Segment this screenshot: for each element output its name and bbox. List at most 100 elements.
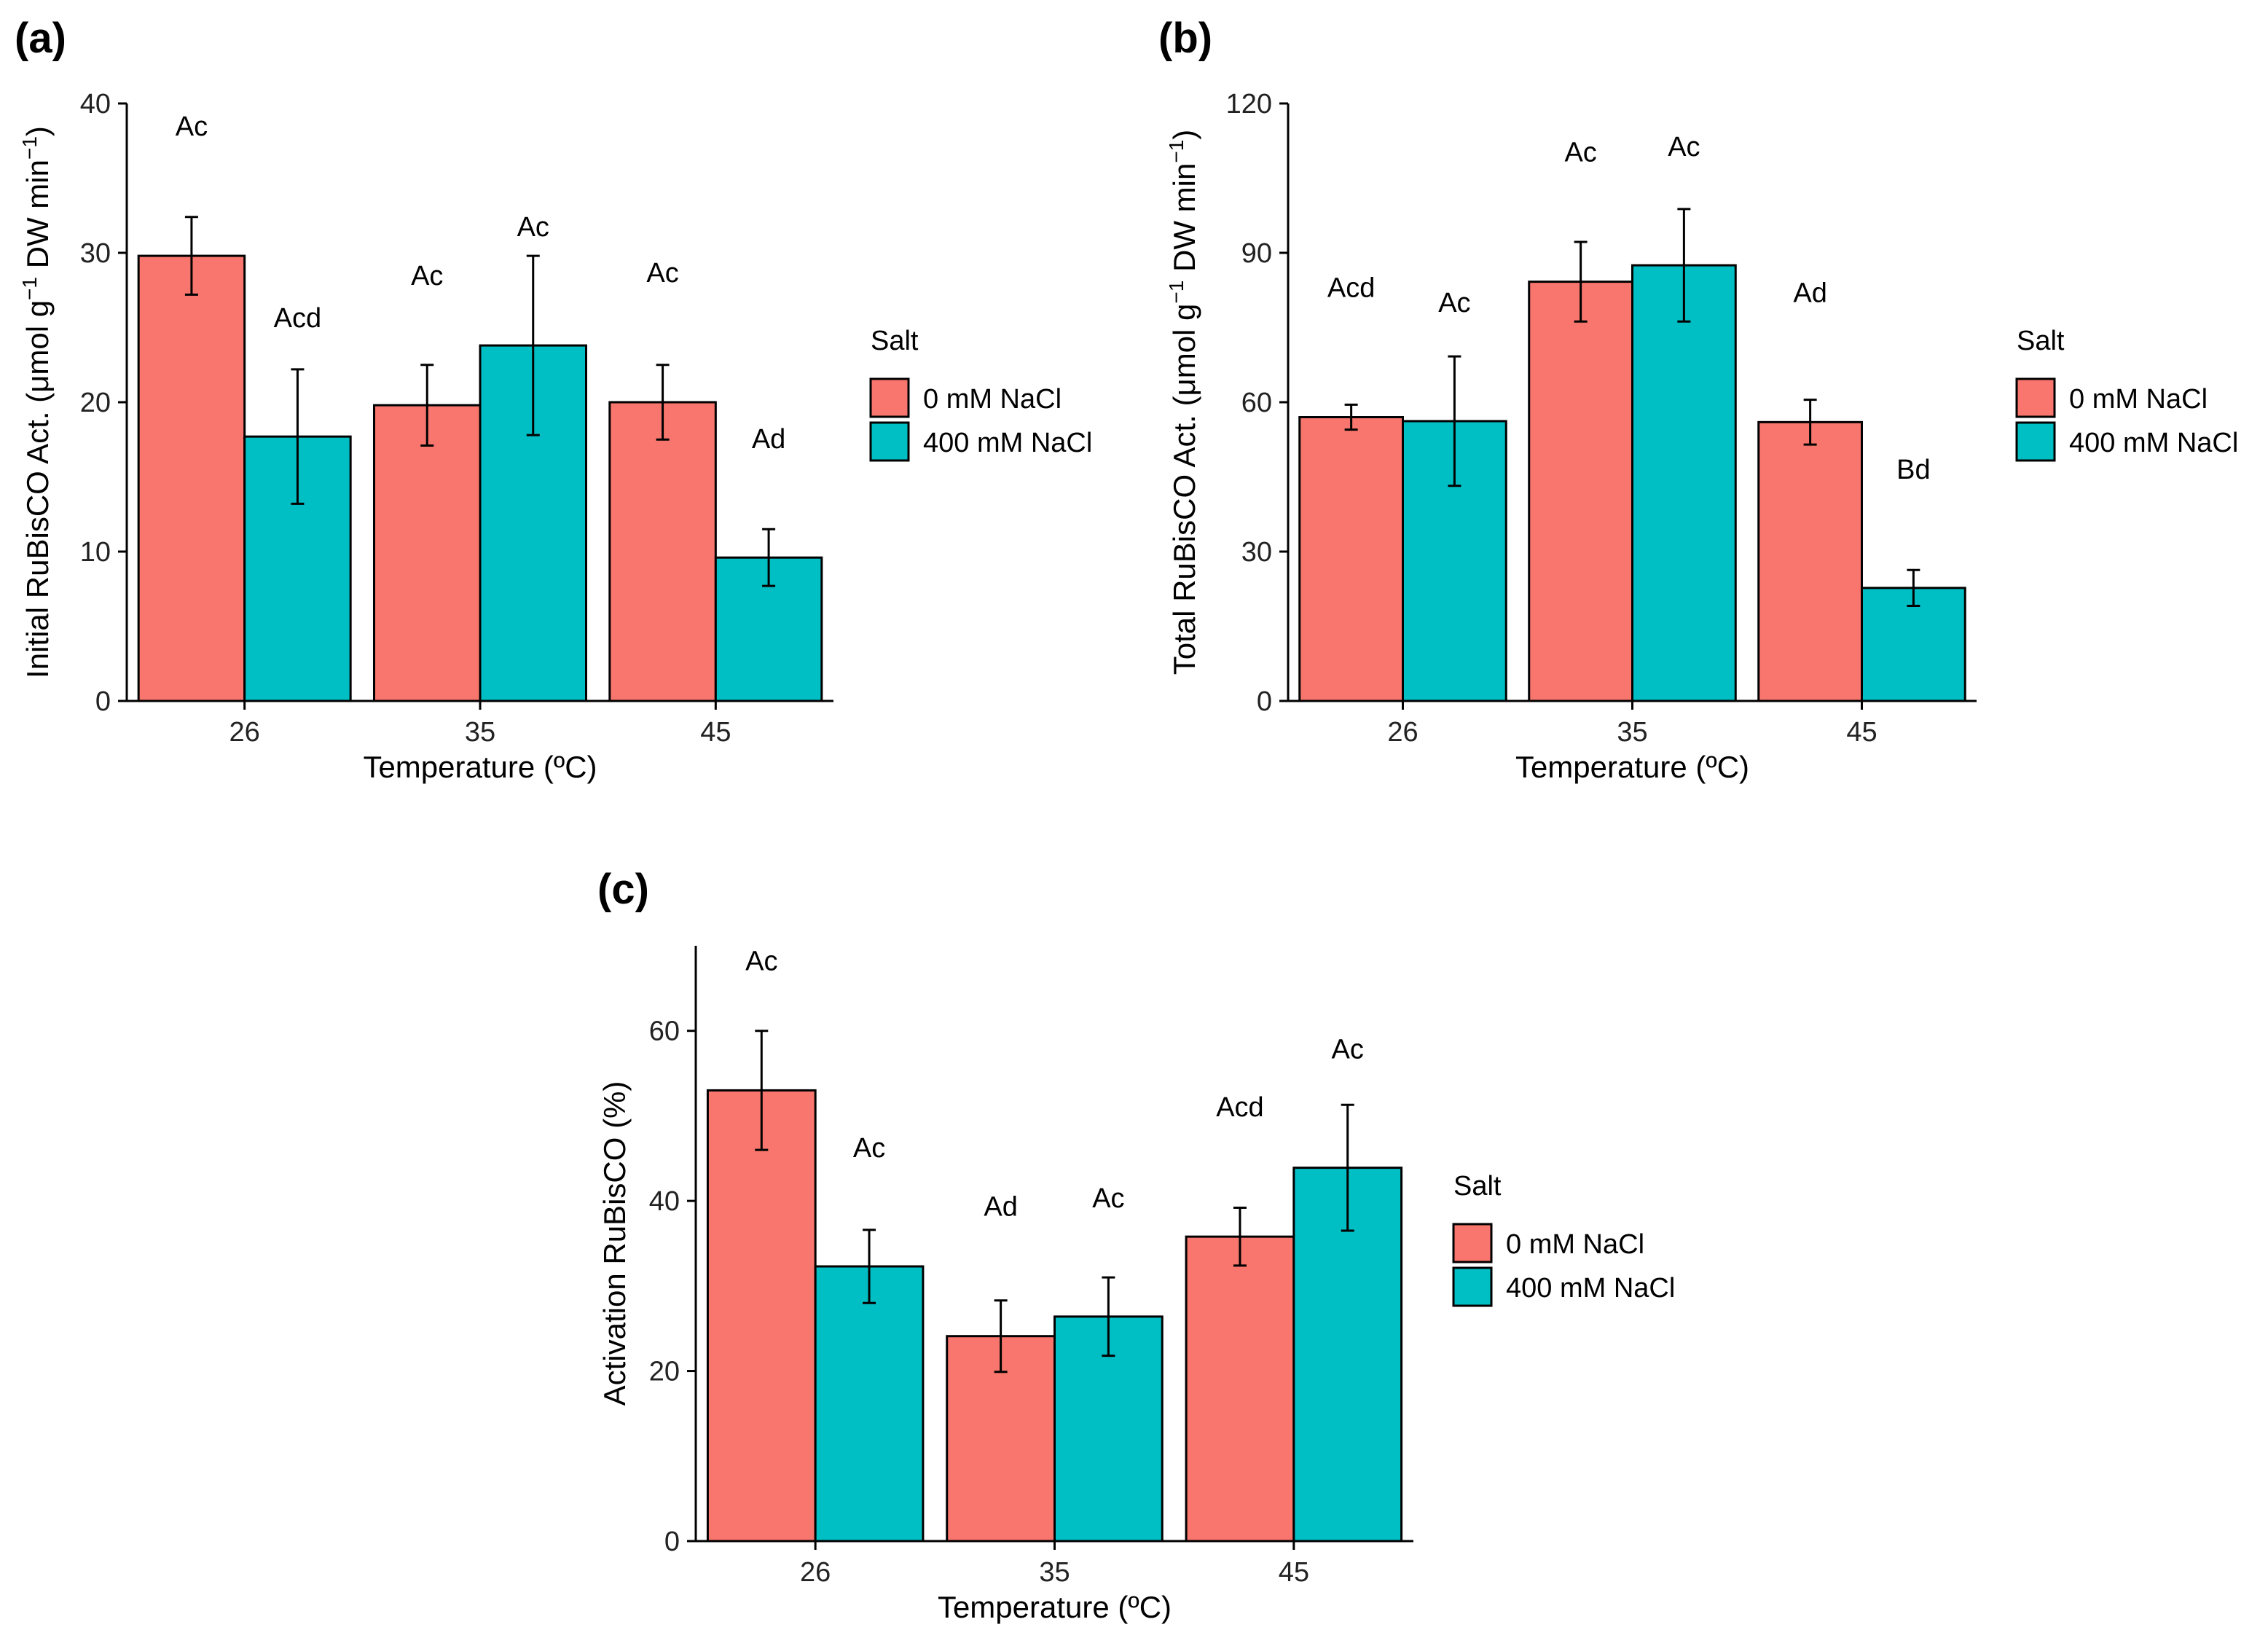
panel-label: (b) [1158, 15, 1212, 62]
x-tick-label: 45 [1279, 1557, 1309, 1588]
significance-label: Ac [853, 1133, 885, 1164]
error-bar [762, 528, 776, 587]
legend-swatch-salt400 [869, 421, 910, 462]
legend-swatch-salt0 [1452, 1223, 1493, 1263]
y-tick-label: 30 [1241, 537, 1272, 568]
legend-swatch-salt0 [869, 377, 910, 418]
error-bar [526, 254, 540, 436]
x-tick-label: 35 [465, 717, 495, 748]
x-tick-label: 26 [800, 1557, 831, 1588]
x-axis-title: Temperature (ºC) [938, 1590, 1172, 1624]
significance-label: Ad [984, 1192, 1017, 1223]
y-axis-title-mid: DW min [1167, 163, 1201, 281]
error-bar [1344, 403, 1358, 431]
error-bar [994, 1299, 1008, 1374]
bar-salt0-26 [1298, 416, 1404, 702]
bar-salt0-35 [373, 404, 482, 702]
y-tick-label: 120 [1226, 89, 1272, 119]
y-tick-label: 0 [95, 686, 111, 717]
significance-label: Ac [176, 111, 208, 142]
bar-salt0-45 [1185, 1235, 1295, 1543]
error-bar [1102, 1276, 1115, 1357]
bar-salt0-26 [706, 1089, 817, 1543]
x-tick-label: 35 [1039, 1557, 1070, 1588]
error-bar [1803, 399, 1817, 446]
significance-label: Acd [274, 303, 321, 334]
chart-panel-2: (c) Ac Ac 26 Ad Ac 35 Acd Ac 45 0 20 40 60 Temperature… [597, 866, 1675, 1624]
error-bar [1233, 1206, 1247, 1267]
error-bar [1907, 568, 1920, 607]
y-axis-title-exponent: −1 [18, 136, 41, 160]
significance-label: Ac [1092, 1183, 1124, 1214]
error-bar [863, 1228, 876, 1304]
significance-label: Ac [1438, 288, 1470, 318]
significance-label: Ad [752, 424, 785, 455]
y-axis-title: Activation RuBisCO (%) [597, 1081, 632, 1406]
legend-swatch-salt0 [2015, 377, 2056, 418]
bar-salt400-26 [814, 1265, 925, 1543]
significance-label: Ac [1564, 138, 1596, 168]
legend-title: Salt [1453, 1171, 1502, 1202]
x-tick-label: 26 [229, 717, 260, 748]
y-tick-label: 30 [80, 238, 111, 269]
x-axis-title: Temperature (ºC) [1515, 750, 1749, 784]
x-axis-title: Temperature (ºC) [363, 750, 597, 784]
y-tick-label: 0 [1257, 686, 1272, 717]
chart-panel-0: (a) Ac Acd 26 Ac Ac 35 Ac Ad 45 0 10 20 30 40 Temperatu… [15, 15, 1092, 784]
y-tick-label: 60 [649, 1016, 680, 1047]
chart-panel-1: (b) Acd Ac 26 Ac Ac 35 Ad Bd 45 0 30 60 90 120 Temperat… [1158, 15, 2238, 784]
legend-label: 400 mM NaCl [1506, 1273, 1675, 1304]
bar-salt0-26 [137, 254, 246, 702]
legend-title: Salt [2017, 326, 2065, 356]
bar-salt400-35 [1631, 264, 1737, 702]
y-axis-title-exponent: −1 [1165, 140, 1188, 163]
legend-label: 400 mM NaCl [2069, 428, 2238, 458]
significance-label: Ac [1332, 1035, 1364, 1065]
y-axis-title-exponent: −1 [18, 277, 41, 300]
y-tick-label: 90 [1241, 238, 1272, 269]
y-axis-title-main: Total RuBisCO Act. ( [1167, 396, 1201, 675]
significance-label: Bd [1896, 455, 1930, 485]
x-tick-label: 26 [1387, 717, 1418, 748]
legend-label: 0 mM NaCl [923, 384, 1062, 415]
error-bar [1574, 240, 1588, 323]
significance-label: Acd [1327, 273, 1375, 304]
error-bar [755, 1030, 769, 1151]
error-bar [1677, 208, 1691, 323]
error-bar [184, 216, 198, 296]
legend-label: 400 mM NaCl [923, 428, 1092, 458]
legend-swatch-salt400 [1452, 1266, 1493, 1307]
y-axis-title: Initial RuBisCO Act. (μmol g−1 DW min−1) [18, 126, 55, 678]
legend-label: 0 mM NaCl [1506, 1229, 1644, 1260]
bar-salt0-45 [608, 401, 717, 702]
legend-label: 0 mM NaCl [2069, 384, 2208, 415]
y-tick-label: 40 [80, 89, 111, 119]
legend-swatch-salt400 [2015, 421, 2056, 462]
x-tick-label: 45 [700, 717, 731, 748]
legend-title: Salt [871, 326, 919, 356]
bar-salt0-35 [1528, 281, 1633, 702]
y-axis-title: Total RuBisCO Act. (μmol g−1 DW min−1) [1165, 130, 1201, 675]
x-tick-label: 45 [1846, 717, 1877, 748]
y-tick-label: 20 [649, 1357, 680, 1387]
y-tick-label: 20 [80, 388, 111, 418]
bar-salt0-45 [1757, 420, 1863, 702]
panel-label: (c) [597, 866, 649, 913]
y-axis-title-units: μmol g [1167, 304, 1201, 396]
panel-label: (a) [15, 15, 66, 62]
y-tick-label: 10 [80, 537, 111, 568]
error-bar [1341, 1103, 1354, 1232]
y-axis-title-main: Initial RuBisCO Act. ( [20, 393, 55, 678]
significance-label: Ac [1668, 132, 1700, 162]
y-axis-title-close: ) [1167, 130, 1201, 140]
y-axis-title-mid: DW min [20, 160, 55, 277]
error-bar [656, 364, 670, 441]
y-axis-title-close: ) [20, 126, 55, 136]
significance-label: Ac [411, 261, 443, 291]
significance-label: Ad [1793, 278, 1826, 308]
error-bar [291, 368, 305, 505]
